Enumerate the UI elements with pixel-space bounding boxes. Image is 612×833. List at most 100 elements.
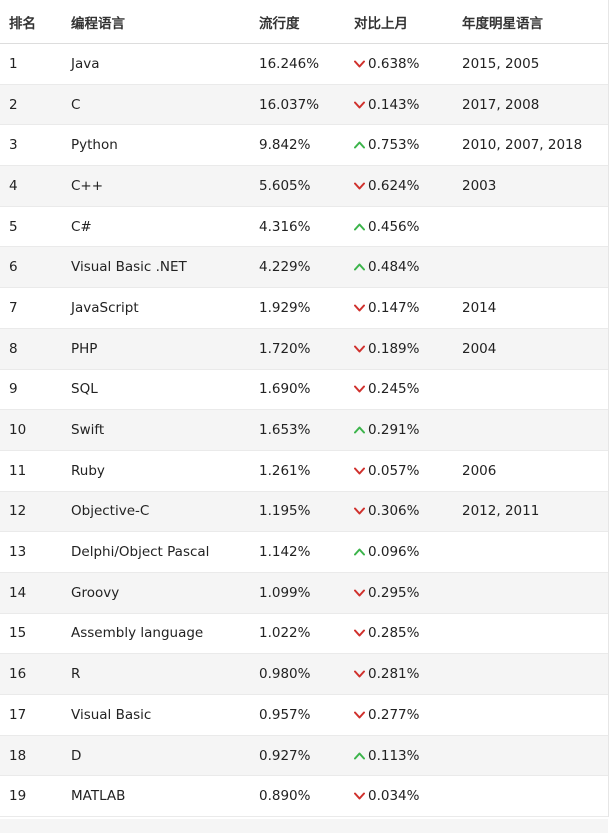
rank-cell: 7 bbox=[9, 299, 18, 316]
table-header: 排名 编程语言 流行度 对比上月 年度明星语言 bbox=[0, 0, 608, 44]
table-row bbox=[0, 819, 608, 833]
change-value: 0.057% bbox=[368, 462, 420, 479]
popularity-cell: 1.099% bbox=[259, 584, 311, 601]
language-cell: Java bbox=[71, 55, 100, 72]
language-cell: Assembly language bbox=[71, 625, 204, 642]
change-value: 0.281% bbox=[368, 666, 420, 683]
popularity-cell: 1.022% bbox=[259, 625, 311, 642]
popularity-cell: 1.142% bbox=[259, 544, 311, 561]
arrow-down-icon bbox=[354, 589, 365, 597]
popularity-cell: 0.890% bbox=[259, 788, 311, 805]
language-cell: SQL bbox=[71, 381, 98, 398]
change-value: 0.456% bbox=[368, 218, 420, 235]
change-value: 0.484% bbox=[368, 259, 420, 276]
table-body: 1 Java 16.246% 0.638% 2015, 2005 2 C 16.037% 0.1… bbox=[0, 44, 608, 818]
change-cell: 0.147% bbox=[345, 300, 452, 316]
star-year-cell: 2003 bbox=[462, 177, 497, 194]
change-value: 0.277% bbox=[368, 706, 420, 723]
arrow-up-icon bbox=[354, 223, 365, 231]
language-cell: Swift bbox=[71, 422, 105, 439]
language-cell: C++ bbox=[71, 177, 104, 194]
change-cell: 0.113% bbox=[345, 748, 452, 764]
table-row: 1 Java 16.246% 0.638% 2015, 2005 bbox=[0, 44, 608, 85]
arrow-up-icon bbox=[354, 141, 365, 149]
change-cell: 0.484% bbox=[345, 259, 452, 275]
header-language: 编程语言 bbox=[71, 15, 125, 32]
change-value: 0.034% bbox=[368, 788, 420, 805]
popularity-cell: 9.842% bbox=[259, 137, 311, 154]
change-value: 0.306% bbox=[368, 503, 420, 520]
rank-cell: 16 bbox=[9, 666, 27, 683]
rank-cell: 11 bbox=[9, 462, 27, 479]
arrow-down-icon bbox=[354, 304, 365, 312]
change-value: 0.147% bbox=[368, 299, 420, 316]
change-value: 0.143% bbox=[368, 96, 420, 113]
arrow-down-icon bbox=[354, 711, 365, 719]
arrow-down-icon bbox=[354, 101, 365, 109]
change-value: 0.113% bbox=[368, 747, 420, 764]
arrow-down-icon bbox=[354, 60, 365, 68]
popularity-cell: 0.980% bbox=[259, 666, 311, 683]
change-cell: 0.753% bbox=[345, 137, 452, 153]
popularity-cell: 0.957% bbox=[259, 706, 311, 723]
popularity-cell: 16.246% bbox=[259, 55, 320, 72]
language-cell: Groovy bbox=[71, 584, 120, 601]
arrow-down-icon bbox=[354, 507, 365, 515]
popularity-cell: 1.929% bbox=[259, 299, 311, 316]
header-rank: 排名 bbox=[9, 15, 36, 32]
table-row: 9 SQL 1.690% 0.245% bbox=[0, 370, 608, 411]
change-cell: 0.143% bbox=[345, 97, 452, 113]
language-cell: Visual Basic bbox=[71, 706, 152, 723]
change-value: 0.753% bbox=[368, 137, 420, 154]
star-year-cell: 2014 bbox=[462, 299, 497, 316]
rank-cell: 10 bbox=[9, 422, 27, 439]
change-cell: 0.277% bbox=[345, 707, 452, 723]
table-row: 16 R 0.980% 0.281% bbox=[0, 654, 608, 695]
change-cell: 0.189% bbox=[345, 341, 452, 357]
table-row: 10 Swift 1.653% 0.291% bbox=[0, 410, 608, 451]
header-change: 对比上月 bbox=[354, 15, 408, 32]
language-cell: C bbox=[71, 96, 81, 113]
language-cell: C# bbox=[71, 218, 92, 235]
table-row: 3 Python 9.842% 0.753% 2010, 2007, 2018 bbox=[0, 125, 608, 167]
table-row: 8 PHP 1.720% 0.189% 2004 bbox=[0, 328, 608, 370]
change-cell: 0.245% bbox=[345, 381, 452, 397]
arrow-up-icon bbox=[354, 263, 365, 271]
rank-cell: 15 bbox=[9, 625, 27, 642]
popularity-cell: 1.261% bbox=[259, 462, 311, 479]
change-cell: 0.285% bbox=[345, 625, 452, 641]
table-row: 18 D 0.927% 0.113% bbox=[0, 735, 608, 777]
table-row: 7 JavaScript 1.929% 0.147% 2014 bbox=[0, 288, 608, 329]
arrow-down-icon bbox=[354, 467, 365, 475]
rank-cell: 4 bbox=[9, 177, 18, 194]
language-cell: R bbox=[71, 666, 81, 683]
change-value: 0.295% bbox=[368, 584, 420, 601]
change-cell: 0.638% bbox=[345, 56, 452, 72]
change-value: 0.285% bbox=[368, 625, 420, 642]
star-year-cell: 2006 bbox=[462, 462, 497, 479]
language-cell: Ruby bbox=[71, 462, 105, 479]
table-row: 17 Visual Basic 0.957% 0.277% bbox=[0, 695, 608, 736]
rank-cell: 12 bbox=[9, 503, 27, 520]
popularity-cell: 1.720% bbox=[259, 340, 311, 357]
header-star-year: 年度明星语言 bbox=[462, 15, 543, 32]
star-year-cell: 2017, 2008 bbox=[462, 96, 540, 113]
rank-cell: 14 bbox=[9, 584, 27, 601]
language-cell: Objective-C bbox=[71, 503, 150, 520]
table-row: 15 Assembly language 1.022% 0.285% bbox=[0, 614, 608, 655]
table-row: 2 C 16.037% 0.143% 2017, 2008 bbox=[0, 84, 608, 126]
language-cell: JavaScript bbox=[71, 299, 139, 316]
rank-cell: 19 bbox=[9, 788, 27, 805]
arrow-down-icon bbox=[354, 792, 365, 800]
change-cell: 0.034% bbox=[345, 788, 452, 804]
language-cell: Delphi/Object Pascal bbox=[71, 544, 210, 561]
change-value: 0.291% bbox=[368, 422, 420, 439]
language-cell: MATLAB bbox=[71, 788, 126, 805]
arrow-down-icon bbox=[354, 385, 365, 393]
table-row: 4 C++ 5.605% 0.624% 2003 bbox=[0, 166, 608, 207]
language-cell: Python bbox=[71, 137, 118, 154]
star-year-cell: 2015, 2005 bbox=[462, 55, 540, 72]
popularity-cell: 4.316% bbox=[259, 218, 311, 235]
table-row: 11 Ruby 1.261% 0.057% 2006 bbox=[0, 451, 608, 492]
change-cell: 0.291% bbox=[345, 422, 452, 438]
